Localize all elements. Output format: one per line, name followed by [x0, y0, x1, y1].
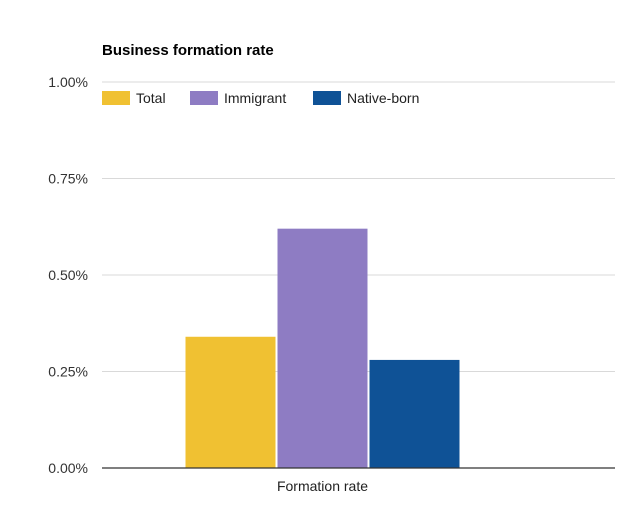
bar-total: [185, 336, 276, 468]
legend: Total Immigrant Native-born: [102, 90, 419, 106]
axis-layer: 0.00% 0.25% 0.50% 0.75% 1.00% Formation rate: [48, 74, 615, 494]
legend-swatch-total: [102, 91, 130, 105]
legend-swatch-native-born: [313, 91, 341, 105]
y-tick-label: 1.00%: [48, 74, 88, 90]
chart-title: Business formation rate: [102, 42, 274, 59]
y-tick-label: 0.25%: [48, 364, 88, 380]
legend-label-immigrant: Immigrant: [224, 90, 286, 106]
legend-label-total: Total: [136, 90, 166, 106]
legend-swatch-immigrant: [190, 91, 218, 105]
bars-layer: [185, 228, 460, 468]
bar-native-born: [369, 359, 460, 468]
y-tick-label: 0.75%: [48, 171, 88, 187]
legend-label-native-born: Native-born: [347, 90, 419, 106]
y-tick-label: 0.50%: [48, 267, 88, 283]
x-category-label: Formation rate: [277, 478, 368, 494]
bar-immigrant: [277, 228, 368, 468]
y-tick-label: 0.00%: [48, 460, 88, 476]
